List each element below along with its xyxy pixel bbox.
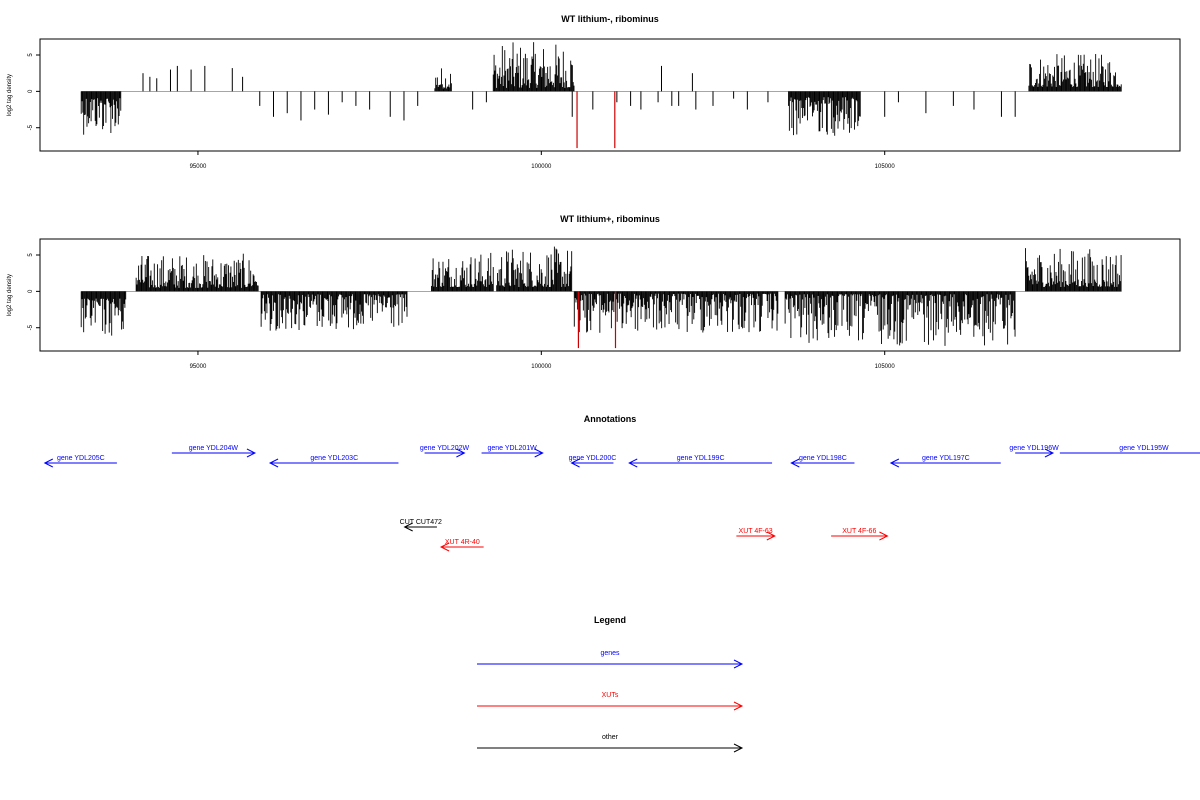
feature-label: gene YDL199C — [677, 455, 725, 462]
y-tick-label: -5 — [28, 324, 34, 330]
arrow-head — [456, 448, 466, 458]
x-tick-label: 95000 — [190, 364, 207, 370]
arrow-head — [889, 458, 900, 468]
legend-label: XUTs — [602, 692, 619, 699]
feature-label: gene YDL197C — [922, 455, 970, 462]
x-tick-label: 100000 — [531, 364, 552, 370]
arrow-head — [268, 458, 279, 468]
feature-label: gene YDL202W — [420, 445, 470, 452]
feature-label: gene YDL196W — [1009, 445, 1059, 452]
feature-label: gene YDL198C — [799, 455, 847, 462]
feature-gene: gene YDL203C — [268, 455, 399, 468]
arrow-head — [439, 542, 450, 552]
legend-items: genes XUTs other — [477, 650, 744, 753]
legend-title: Legend — [594, 615, 626, 625]
arrow-head — [733, 743, 744, 753]
x-tick-label: 105000 — [875, 364, 896, 370]
legend-item-genes: genes — [477, 650, 744, 669]
arrow-head — [1044, 448, 1055, 458]
feature-label: XUT 4R-40 — [445, 539, 480, 546]
legend-item-xuts: XUTs — [477, 692, 744, 711]
feature-label: gene YDL200C — [569, 455, 617, 462]
feature-gene: gene YDL205C — [43, 455, 117, 468]
axes: 95000 100000 105000 -5 0 5 — [28, 253, 895, 370]
feature-xut: XUT 4R-40 — [439, 539, 484, 552]
bar-marks — [80, 42, 1122, 149]
arrow-head — [733, 701, 744, 711]
arrow-head — [733, 659, 744, 669]
y-tick-label: 5 — [28, 253, 34, 257]
x-tick-label: 95000 — [190, 164, 207, 170]
feature-xut: XUT 4F-63 — [736, 528, 776, 541]
y-tick-label: 0 — [28, 89, 34, 93]
feature-label: gene YDL205C — [57, 455, 105, 462]
panel-title: WT lithium+, ribominus — [560, 214, 660, 224]
legend-label: genes — [600, 650, 620, 657]
arrow-head — [403, 522, 413, 532]
y-tick-label: 0 — [28, 289, 34, 293]
legend-label: other — [602, 734, 619, 741]
feature-label: gene YDL195W — [1119, 445, 1169, 452]
x-tick-label: 100000 — [531, 164, 552, 170]
feature-gene: gene YDL197C — [889, 455, 1001, 468]
feature-label: XUT 4F-66 — [842, 528, 876, 535]
feature-gene: gene YDL198C — [790, 455, 855, 468]
legend-item-other: other — [477, 734, 744, 753]
feature-label: CUT CUT472 — [400, 519, 442, 526]
track-panel-lithium-minus: WT lithium-, ribominus log2 tag density … — [7, 14, 1181, 170]
axes: 95000 100000 105000 -5 0 5 — [28, 53, 895, 170]
track-panel-lithium-plus: WT lithium+, ribominus log2 tag density … — [7, 214, 1181, 370]
feature-other: CUT CUT472 — [400, 519, 442, 532]
feature-gene: gene YDL202W — [420, 445, 470, 458]
feature-gene: gene YDL204W — [171, 445, 257, 458]
y-axis-label: log2 tag density — [7, 274, 13, 316]
arrow-head — [790, 458, 800, 468]
arrow-head — [534, 448, 544, 458]
arrow-head — [570, 458, 580, 468]
feature-xut: XUT 4F-66 — [831, 528, 889, 541]
y-axis-label: log2 tag density — [7, 74, 13, 116]
feature-label: gene YDL203C — [310, 455, 358, 462]
feature-label: gene YDL204W — [189, 445, 239, 452]
feature-label: gene YDL201W — [487, 445, 537, 452]
feature-gene: gene YDL195W — [1059, 445, 1200, 454]
arrow-head — [766, 531, 776, 541]
plot-frame — [39, 38, 1181, 152]
feature-gene: gene YDL201W — [481, 445, 544, 458]
feature-label: XUT 4F-63 — [739, 528, 773, 535]
feature-gene: gene YDL199C — [628, 455, 773, 468]
plot-frame — [39, 238, 1181, 352]
arrow-head — [879, 531, 889, 541]
arrow-head — [628, 458, 638, 468]
y-tick-label: -5 — [28, 124, 34, 130]
feature-gene: gene YDL196W — [1009, 445, 1059, 458]
panel-title: WT lithium-, ribominus — [561, 14, 659, 24]
x-tick-label: 105000 — [875, 164, 896, 170]
arrow-head — [246, 448, 257, 458]
arrow-head — [43, 458, 54, 468]
legend: Legend genes XUTs other — [477, 615, 744, 753]
feature-arrows: gene YDL205C gene YDL204W gene YDL203C gene… — [43, 445, 1200, 552]
bar-marks — [80, 246, 1122, 349]
annotations-title: Annotations — [584, 414, 637, 424]
y-tick-label: 5 — [28, 53, 34, 57]
feature-gene: gene YDL200C — [569, 455, 617, 468]
